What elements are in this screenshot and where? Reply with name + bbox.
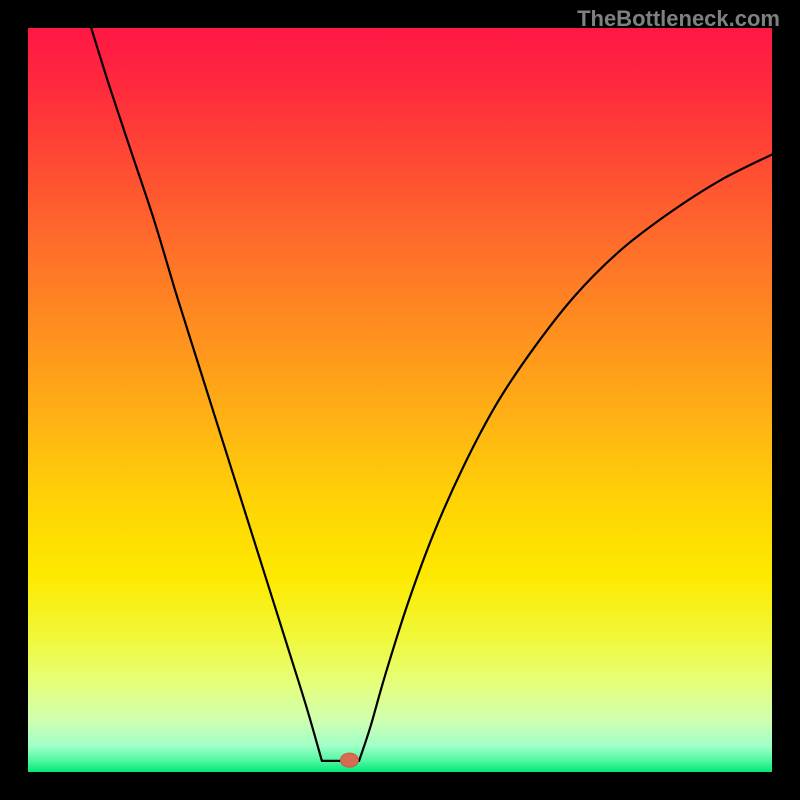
plot-background-gradient — [28, 28, 772, 772]
chart-container: TheBottleneck.com — [0, 0, 800, 800]
minimum-marker — [340, 753, 358, 767]
bottleneck-chart — [0, 0, 800, 800]
watermark-text: TheBottleneck.com — [577, 6, 780, 32]
